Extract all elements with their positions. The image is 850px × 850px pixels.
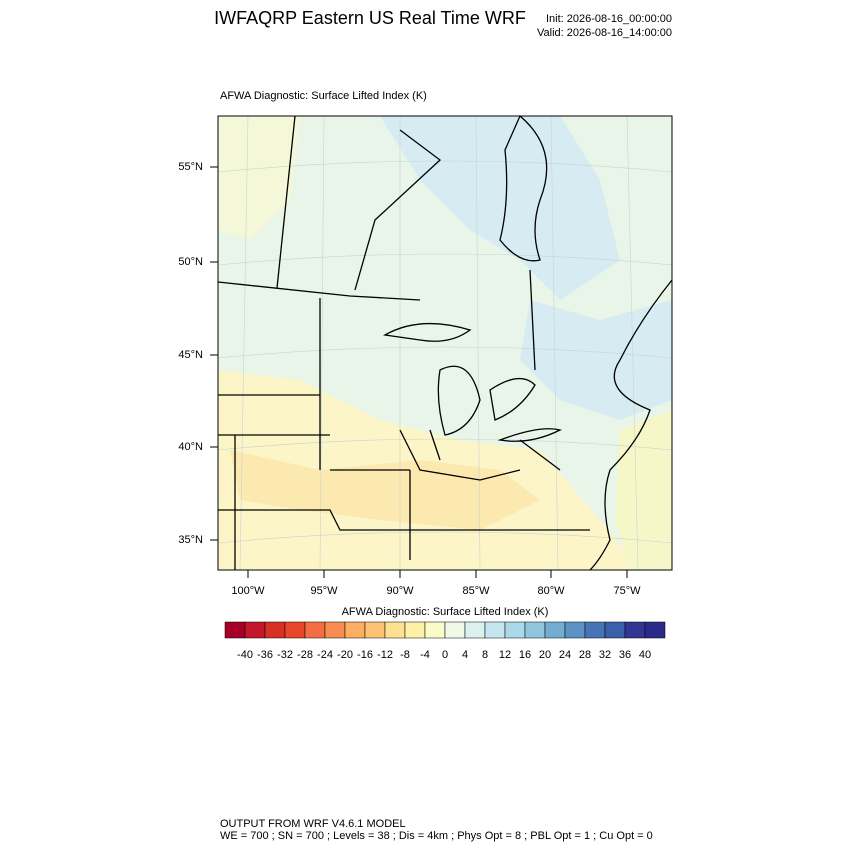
colorbar-label: 24 [559, 649, 571, 661]
colorbar-box [424, 621, 446, 639]
map-frame [217, 115, 673, 571]
colorbar-box [304, 621, 326, 639]
colorbar-label: -12 [377, 649, 393, 661]
colorbar-box [224, 621, 246, 639]
colorbar-label: 36 [619, 649, 631, 661]
lat-label: 45°N [178, 349, 203, 361]
colorbar-box [604, 621, 626, 639]
colorbar-box [284, 621, 306, 639]
field-shade [615, 410, 672, 570]
colorbar-box [504, 621, 526, 639]
colorbar-label: -36 [257, 649, 273, 661]
coastline [589, 279, 673, 571]
colorbar-box [544, 621, 566, 639]
colorbar-box [584, 621, 606, 639]
colorbar-label: 20 [539, 649, 551, 661]
colorbar-label: -8 [400, 649, 410, 661]
lat-label: 50°N [178, 256, 203, 268]
graticule [217, 160, 673, 544]
map-title: AFWA Diagnostic: Surface Lifted Index (K… [220, 90, 427, 102]
colorbar-label: 0 [442, 649, 448, 661]
colorbar-box [264, 621, 286, 639]
colorbar-label: 32 [599, 649, 611, 661]
colorbar-label: 4 [462, 649, 468, 661]
footer-line: OUTPUT FROM WRF V4.6.1 MODEL [220, 818, 406, 830]
colorbar-label: -20 [337, 649, 353, 661]
colorbar-box [364, 621, 386, 639]
colorbar-label: -4 [420, 649, 430, 661]
colorbar-box [244, 621, 266, 639]
init-time: Init: 2026-08-16_00:00:00 [546, 13, 672, 25]
colorbar-box [404, 621, 426, 639]
colorbar-label: 12 [499, 649, 511, 661]
colorbar-box [564, 621, 586, 639]
great-lakes [383, 322, 562, 442]
border [217, 115, 536, 371]
lon-label: 95°W [310, 585, 338, 597]
map [217, 114, 673, 571]
coastline [499, 114, 548, 262]
lon-label: 75°W [613, 585, 641, 597]
colorbar-box [524, 621, 546, 639]
colorbar-label: -28 [297, 649, 313, 661]
lon-label: 80°W [537, 585, 565, 597]
colorbar-label: -40 [237, 649, 253, 661]
colorbar-label: 40 [639, 649, 651, 661]
graticule [239, 115, 639, 571]
figure-title: IWFAQRP Eastern US Real Time WRF [214, 8, 526, 28]
lat-label: 35°N [178, 534, 203, 546]
colorbar-label: 16 [519, 649, 531, 661]
lon-label: 85°W [462, 585, 490, 597]
colorbar-box [444, 621, 466, 639]
colorbar-box [484, 621, 506, 639]
lon-label: 90°W [386, 585, 414, 597]
colorbar-title: AFWA Diagnostic: Surface Lifted Index (K… [342, 606, 549, 618]
colorbar-label: -32 [277, 649, 293, 661]
field-shade [380, 116, 620, 300]
colorbar-label: 8 [482, 649, 488, 661]
lat-label: 55°N [178, 161, 203, 173]
field-shade [218, 116, 300, 240]
colorbar-box [624, 621, 646, 639]
colorbar-label: 28 [579, 649, 591, 661]
valid-time: Valid: 2026-08-16_14:00:00 [537, 27, 672, 39]
footer-line: WE = 700 ; SN = 700 ; Levels = 38 ; Dis … [220, 830, 653, 842]
lon-label: 100°W [231, 585, 265, 597]
colorbar-box [324, 621, 346, 639]
colorbar-label: -24 [317, 649, 333, 661]
state-border [218, 298, 590, 570]
colorbar-box [644, 621, 666, 639]
colorbar-label: -16 [357, 649, 373, 661]
colorbar-box [344, 621, 366, 639]
lat-label: 40°N [178, 441, 203, 453]
field-shade [520, 300, 672, 420]
colorbar-box [384, 621, 406, 639]
colorbar-box [464, 621, 486, 639]
